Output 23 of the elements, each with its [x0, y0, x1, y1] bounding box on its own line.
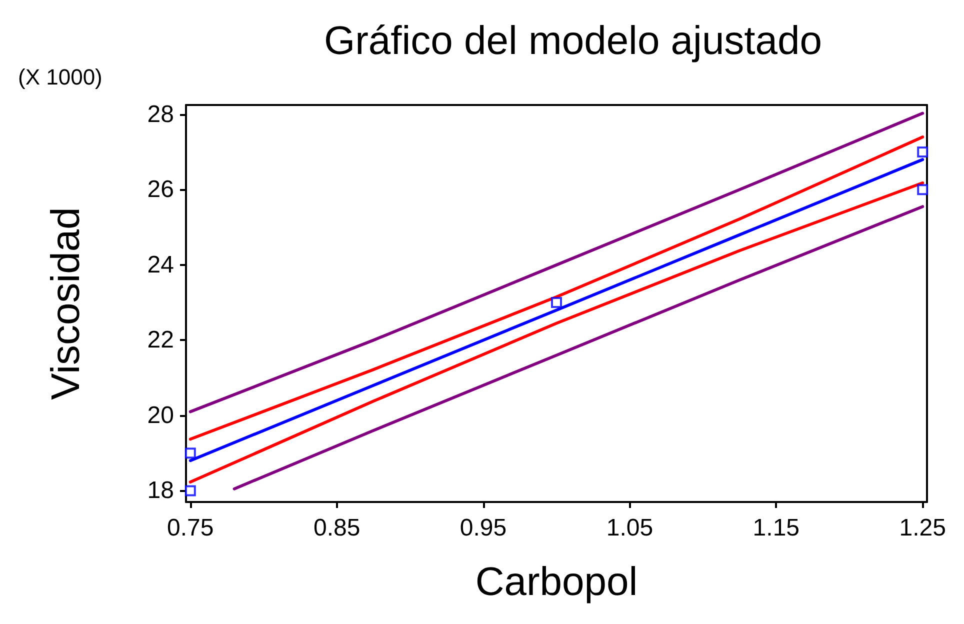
y-tick-label: 28: [147, 100, 174, 128]
point: [917, 146, 928, 158]
point: [551, 297, 562, 308]
x-tick-label: 1.25: [899, 514, 946, 542]
chart-title: Gráfico del modelo ajustado: [324, 19, 822, 63]
x-tick-label: 0.85: [313, 514, 360, 542]
point: [917, 184, 928, 196]
y-tick-label: 22: [147, 326, 174, 354]
y-tick-label: 24: [147, 251, 174, 278]
x-tick-label: 1.05: [606, 514, 654, 542]
x-tick-label: 1.15: [752, 514, 800, 542]
point: [184, 448, 196, 459]
y-tick-label: 18: [147, 477, 174, 504]
text: (X 1000): [18, 64, 102, 90]
point: [184, 485, 196, 496]
line-series: [188, 112, 924, 414]
y-tick-label: 20: [147, 402, 174, 429]
x-tick-label: 0.95: [460, 514, 507, 542]
x-tick-label: 0.75: [167, 514, 214, 542]
y-tick-label: 26: [147, 176, 174, 204]
y-axis-title: Viscosidad: [44, 207, 88, 400]
line-series: [232, 205, 924, 490]
x-axis-title: Carbopol: [475, 560, 638, 604]
